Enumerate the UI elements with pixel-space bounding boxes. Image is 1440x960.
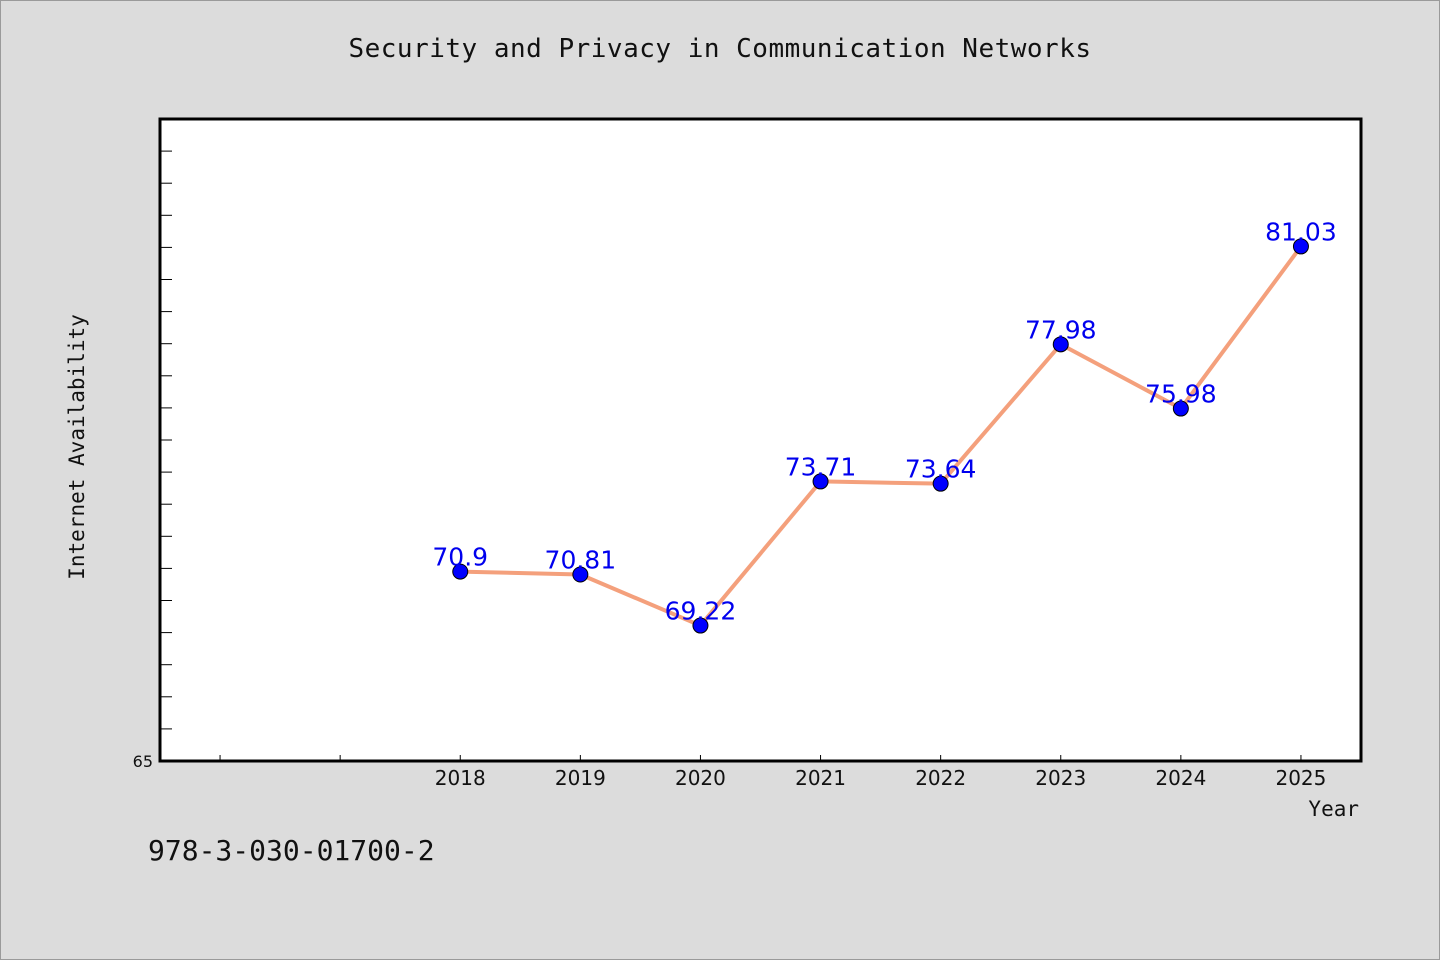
data-labels: 70.9 70.81 69.22 73.71 73.64 77.98 75.98 81.03 — [432, 217, 1336, 625]
x-tick-label: 2024 — [1155, 766, 1206, 790]
data-label: 81.03 — [1265, 217, 1337, 246]
x-axis-label: Year — [1308, 797, 1359, 821]
x-axis-ticks: 2018 2019 2020 2021 2022 2023 2024 2025 — [219, 755, 1326, 790]
y-axis-label: Internet Availability — [65, 314, 89, 580]
plot-area — [158, 117, 1363, 763]
data-point — [572, 566, 589, 583]
x-tick-label: 2023 — [1035, 766, 1086, 790]
data-label: 77.98 — [1025, 315, 1097, 344]
y-tick-label: 65 — [133, 752, 153, 771]
chart-title: Security and Privacy in Communication Ne… — [348, 34, 1092, 64]
data-label: 69.22 — [665, 597, 737, 626]
data-label: 75.98 — [1145, 380, 1217, 409]
data-point — [452, 563, 469, 580]
data-point — [932, 475, 949, 492]
data-label: 73.71 — [785, 452, 857, 481]
x-tick-label: 2022 — [915, 766, 966, 790]
x-tick-label: 2025 — [1275, 766, 1326, 790]
data-point — [692, 617, 709, 634]
x-tick-label: 2020 — [675, 766, 726, 790]
data-label: 70.81 — [545, 545, 617, 574]
data-point — [812, 473, 829, 490]
data-label: 70.9 — [432, 543, 488, 572]
x-tick-label: 2018 — [435, 766, 486, 790]
x-tick-label: 2019 — [555, 766, 606, 790]
data-point — [1172, 400, 1189, 417]
isbn-text: 978-3-030-01700-2 — [148, 834, 435, 867]
x-tick-label: 2021 — [795, 766, 846, 790]
data-point — [1292, 238, 1309, 255]
data-point — [1052, 336, 1069, 353]
y-axis-ticks — [160, 150, 172, 730]
data-label: 73.64 — [905, 455, 977, 484]
data-markers — [452, 238, 1309, 634]
series-line — [460, 245, 1303, 628]
